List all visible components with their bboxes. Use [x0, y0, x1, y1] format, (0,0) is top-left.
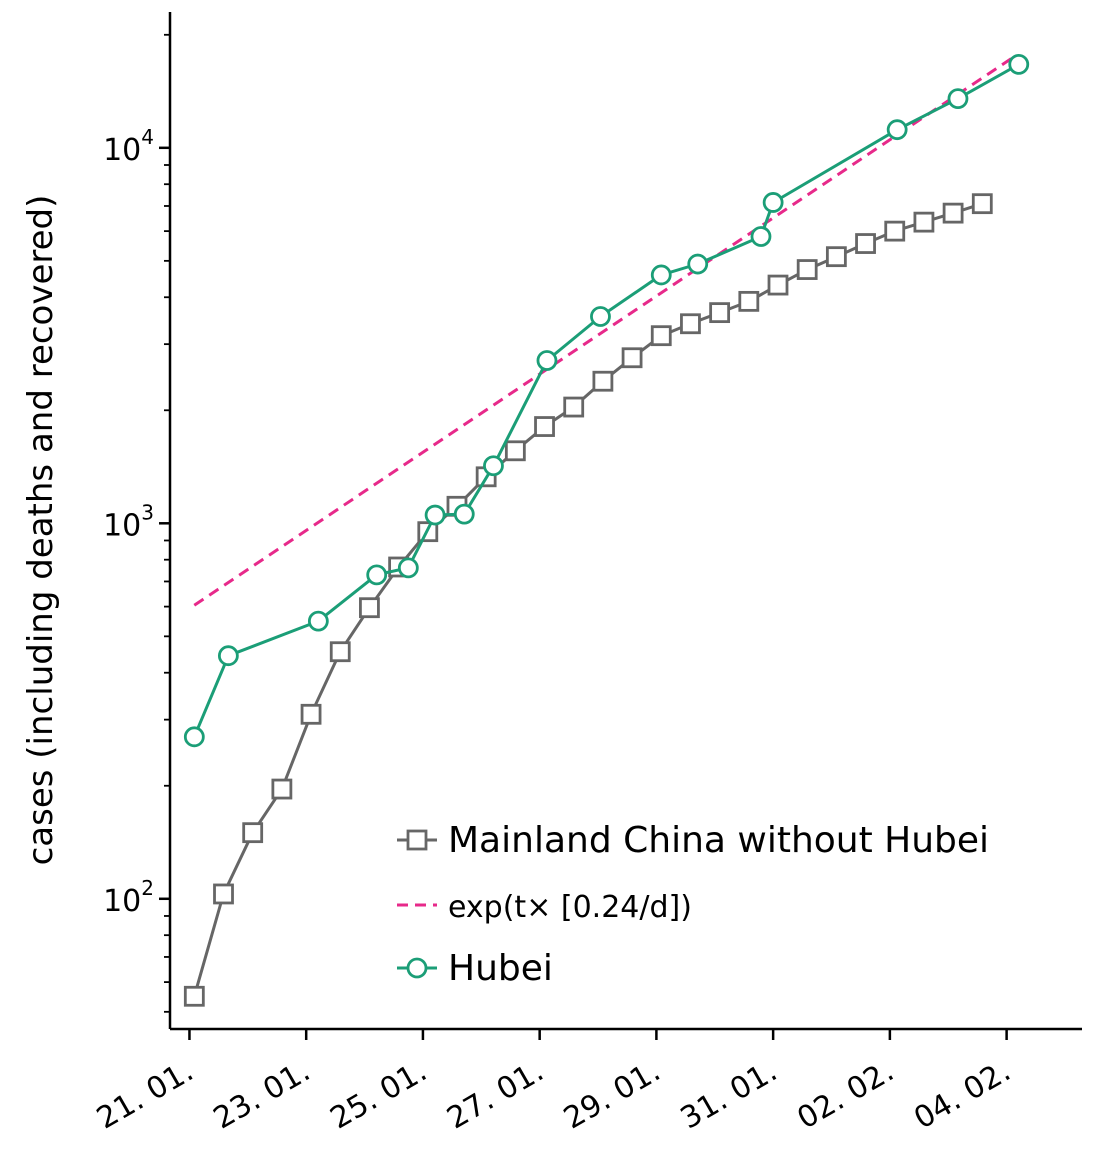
- series-line: [192, 63, 1020, 738]
- data-point: [536, 350, 558, 371]
- data-point: [913, 211, 935, 233]
- data-point: [359, 597, 380, 619]
- data-point: [217, 645, 239, 667]
- data-point: [767, 274, 789, 296]
- data-point: [271, 778, 293, 800]
- x-tick-label: 02. 02.: [791, 1054, 899, 1137]
- data-point: [242, 822, 264, 844]
- data-point: [886, 119, 908, 141]
- data-point: [762, 192, 784, 213]
- x-tick-label: 25. 01.: [325, 1054, 433, 1137]
- data-point: [563, 396, 585, 418]
- legend-label: Mainland China without Hubei: [448, 820, 989, 861]
- data-point: [183, 726, 205, 748]
- series-1: [193, 57, 1013, 607]
- data-point: [796, 259, 818, 280]
- data-point: [300, 703, 322, 725]
- x-tick-label: 31. 01.: [675, 1054, 783, 1137]
- data-point: [709, 302, 731, 324]
- series-0: [183, 193, 993, 1007]
- data-point: [592, 370, 614, 392]
- data-point: [680, 313, 701, 335]
- x-tick-label: 29. 01.: [558, 1054, 666, 1137]
- legend-label: exp(t× [0.24/d]): [448, 890, 692, 925]
- data-point: [621, 347, 643, 369]
- series-layer: [183, 54, 1030, 1007]
- data-point: [453, 503, 475, 525]
- data-point: [534, 416, 555, 437]
- x-tick-label: 04. 02.: [908, 1054, 1016, 1137]
- x-tick-label: 23. 01.: [208, 1054, 316, 1137]
- data-point: [855, 233, 876, 254]
- legend-label: Hubei: [448, 948, 553, 989]
- data-point: [307, 610, 329, 632]
- data-point: [825, 246, 847, 268]
- y-tick-label: 103: [103, 500, 154, 543]
- data-point: [504, 440, 526, 462]
- x-tick-label: 21. 01.: [91, 1054, 199, 1137]
- y-tick-label: 104: [103, 125, 154, 168]
- data-point: [942, 202, 964, 224]
- x-tick-label: 27. 01.: [441, 1054, 549, 1137]
- data-point: [366, 564, 388, 586]
- series-line: [192, 202, 983, 997]
- series-2: [183, 54, 1030, 748]
- series-line: [193, 57, 1013, 607]
- data-point: [1008, 54, 1030, 75]
- y-tick-label: 102: [103, 876, 154, 919]
- data-point: [650, 325, 672, 347]
- data-point: [947, 88, 969, 110]
- legend-marker: [406, 957, 428, 979]
- data-point: [738, 290, 760, 312]
- data-point: [213, 883, 234, 905]
- data-point: [424, 504, 446, 526]
- data-point: [884, 220, 906, 242]
- data-point: [971, 193, 993, 215]
- legend: Mainland China without Hubei exp(t× [0.24…: [397, 820, 989, 989]
- y-axis-label: cases (including deaths and recovered): [21, 195, 61, 866]
- data-point: [397, 557, 419, 579]
- data-point: [590, 306, 611, 327]
- data-point: [183, 985, 205, 1007]
- data-point: [750, 226, 772, 247]
- data-point: [329, 641, 351, 663]
- data-point: [483, 455, 504, 477]
- data-point: [687, 253, 709, 275]
- legend-marker: [406, 829, 428, 851]
- data-point: [650, 264, 672, 286]
